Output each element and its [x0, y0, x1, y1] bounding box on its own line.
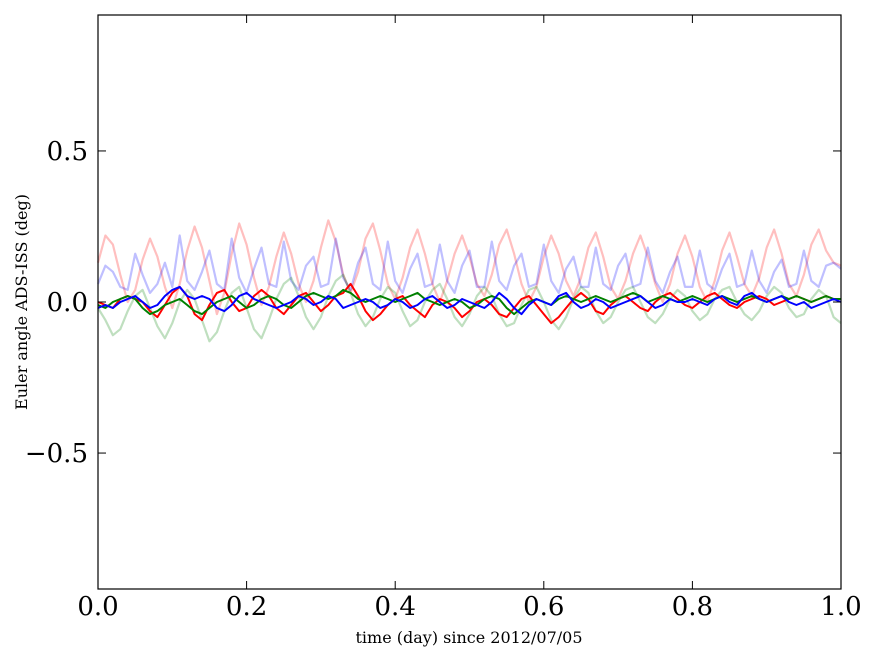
y-tick-label: −0.5: [25, 439, 88, 469]
series-line-4: [97, 282, 841, 325]
y-tick-label: 0.0: [47, 288, 88, 318]
x-tick-label: 0.8: [672, 592, 713, 622]
y-tick-label: 0.5: [47, 137, 88, 167]
series-line-2: [96, 234, 842, 294]
plot-frame: [97, 14, 842, 590]
series-line-6: [97, 285, 842, 316]
tick-layer: 0.0 0.2 0.4 0.6 0.8 1.0 −0.5 0.0 0.5: [25, 15, 862, 622]
x-tick-label: 0.6: [523, 592, 564, 622]
x-tick-label: 0.0: [77, 592, 118, 622]
x-tick-label: 0.2: [226, 592, 267, 622]
y-axis-label: Euler angle ADS-ISS (deg): [12, 194, 31, 410]
x-axis-label: time (day) since 2012/07/05: [355, 628, 582, 647]
x-tick-label: 1.0: [820, 592, 861, 622]
x-tick-label: 0.4: [375, 592, 416, 622]
series-layer: [96, 219, 842, 343]
